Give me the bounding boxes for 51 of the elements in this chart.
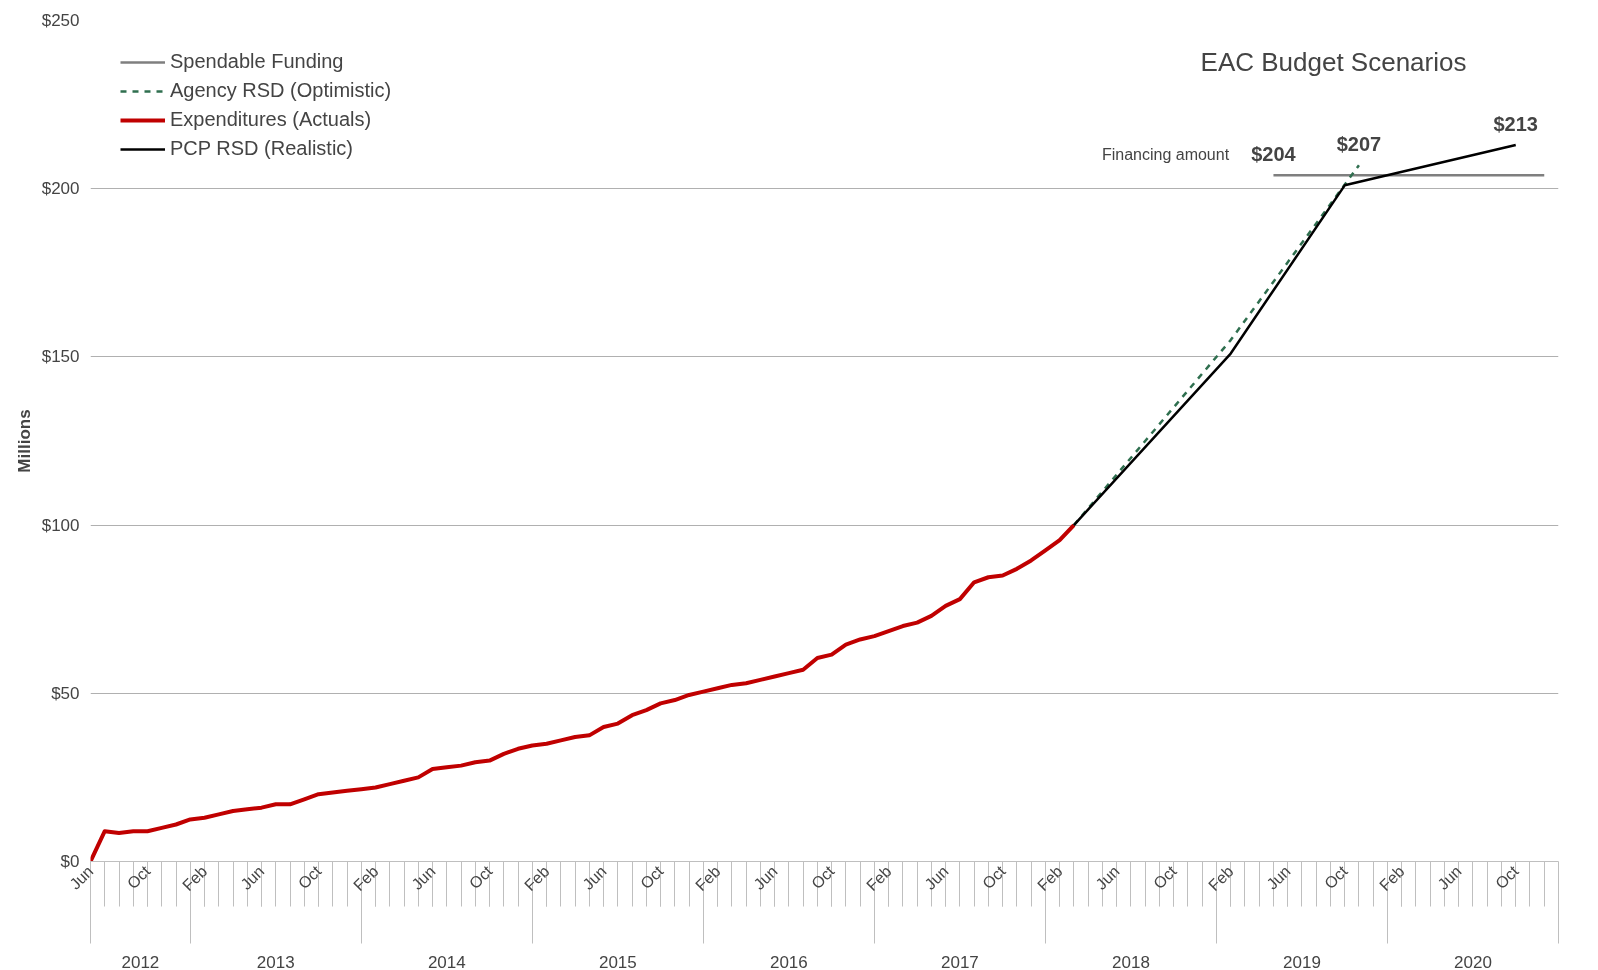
text: EAC Budget Scenarios — [1200, 46, 1467, 77]
y-tick-label: $50 — [51, 683, 80, 703]
x-tick-label: Jun — [1092, 862, 1123, 893]
annotation: $204 — [1251, 143, 1297, 166]
text: 2016 — [769, 952, 808, 970]
x-tick-label: Jun — [1434, 862, 1465, 893]
y-tick-label: $200 — [41, 179, 80, 199]
line-series — [90, 523, 1076, 862]
x-tick-label: Oct — [808, 862, 839, 893]
text: 2017 — [940, 952, 979, 970]
x-tick-label: Oct — [1321, 862, 1352, 893]
x-tick-label: Feb — [863, 862, 895, 894]
y-tick-label: $0 — [60, 852, 80, 871]
x-tick-label: Jun — [921, 862, 952, 893]
x-tick-label: Oct — [1150, 862, 1181, 893]
text: 2013 — [256, 952, 295, 970]
annotation: Financing amount — [1101, 146, 1230, 163]
x-tick-label: Feb — [350, 862, 382, 894]
x-tick-label: Jun — [750, 862, 781, 893]
x-tick-label: Oct — [979, 862, 1010, 893]
x-tick-label: Jun — [579, 862, 610, 893]
x-tick-label: Oct — [1492, 862, 1523, 893]
text: 2018 — [1112, 952, 1150, 970]
legend-label: Expenditures (Actuals) — [170, 108, 372, 131]
text: 2019 — [1283, 952, 1321, 970]
annotation: $213 — [1493, 112, 1538, 135]
x-tick-label: Oct — [294, 862, 325, 893]
legend-label: Spendable Funding — [170, 50, 344, 73]
legend-label: PCP RSD (Realistic) — [170, 137, 353, 160]
text: 2012 — [121, 952, 160, 970]
x-tick-label: Feb — [521, 862, 553, 894]
x-tick-label: Oct — [123, 862, 154, 893]
x-tick-label: Feb — [1205, 862, 1237, 894]
x-tick-label: Jun — [1263, 862, 1294, 893]
x-tick-label: Feb — [1034, 862, 1066, 894]
x-tick-label: Jun — [408, 862, 439, 893]
text: 2014 — [427, 952, 466, 970]
y-tick-label: $150 — [41, 347, 80, 367]
legend-label: Agency RSD (Optimistic) — [170, 79, 392, 102]
x-tick-label: Feb — [1376, 862, 1408, 894]
x-tick-label: Oct — [636, 862, 667, 893]
x-tick-label: Oct — [465, 862, 496, 893]
x-tick-label: Jun — [237, 862, 268, 893]
text: 2015 — [598, 952, 637, 970]
y-axis-title: Millions — [14, 409, 34, 473]
annotation: $207 — [1336, 133, 1382, 156]
y-tick-label: $250 — [41, 11, 80, 30]
text: 2020 — [1454, 952, 1492, 970]
y-tick-label: $100 — [41, 515, 80, 535]
x-tick-label: Feb — [179, 862, 211, 894]
x-tick-label: Feb — [692, 862, 724, 894]
